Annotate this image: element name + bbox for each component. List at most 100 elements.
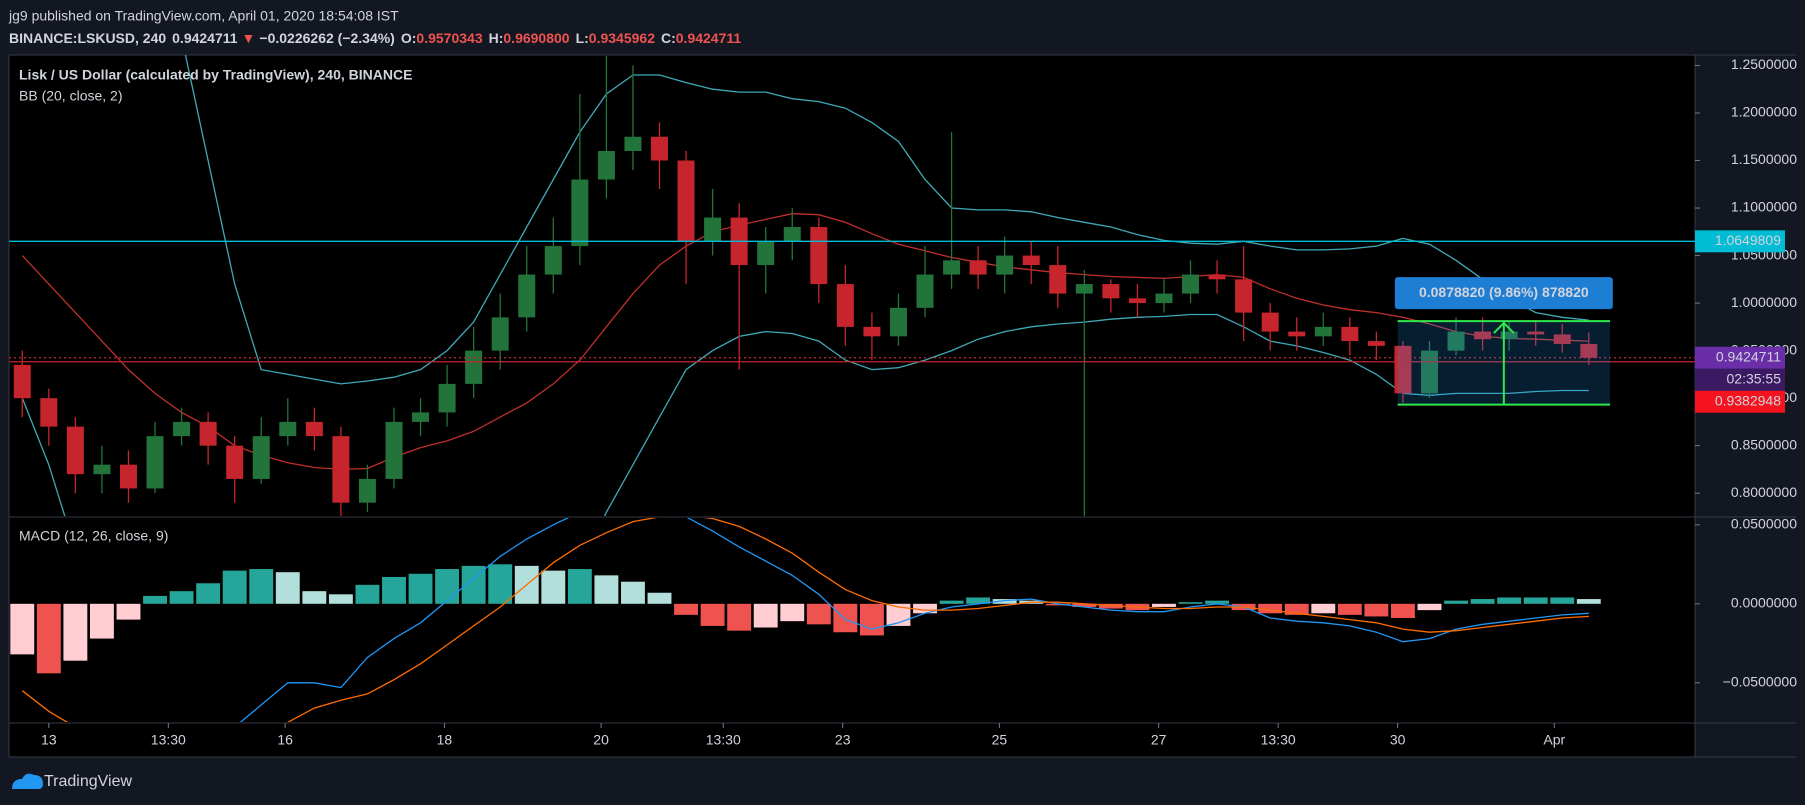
signal-line: [21, 518, 1589, 722]
candle-body: [1580, 343, 1598, 358]
countdown: 02:35:55: [1727, 370, 1782, 386]
candle-body: [863, 326, 881, 337]
countdown-tag: [1695, 368, 1785, 391]
candle-body: [1049, 265, 1067, 294]
macd-hist-bar: [992, 599, 1017, 604]
candle-body: [1474, 331, 1492, 340]
candle-body: [173, 421, 191, 437]
y-tick-label: 1.2000000: [1731, 104, 1797, 120]
candle-body: [651, 136, 669, 161]
x-tick-label: 25: [992, 732, 1008, 748]
candle-body: [66, 426, 84, 475]
last-price: 0.9424711: [172, 30, 238, 46]
candle-body: [1102, 284, 1120, 299]
macd-hist-bar: [1284, 603, 1309, 615]
macd-hist-bar: [780, 603, 805, 622]
candle-body: [783, 227, 801, 242]
price-tag-label: 0.9382948: [1715, 392, 1781, 408]
macd-hist-bar: [647, 592, 672, 604]
macd-hist-bar: [833, 603, 858, 633]
footer-brand: TradingView: [44, 773, 132, 790]
candle-body: [1022, 255, 1040, 266]
macd-hist-bar: [1337, 603, 1362, 615]
macd-hist-bar: [275, 572, 300, 604]
macd-hist-bar: [1444, 600, 1468, 604]
macd-hist-bar: [939, 600, 964, 604]
logo-cloud: [12, 773, 43, 789]
candle-body: [40, 398, 58, 427]
macd-hist-bar: [1045, 603, 1070, 606]
y-tick-label: −0.0500000: [1723, 674, 1798, 690]
macd-line: [239, 518, 1589, 722]
ohlc-value: 0.9570343: [416, 30, 482, 46]
candle-body: [358, 478, 376, 503]
bb-basis: [21, 213, 1589, 471]
candle-body: [119, 464, 137, 489]
candle-body: [465, 350, 483, 384]
macd-hist-bar: [1550, 597, 1575, 604]
candle-body: [146, 436, 164, 489]
macd-hist-bar: [727, 603, 752, 631]
ohlc-key: H:: [489, 30, 504, 46]
macd-hist-bar: [382, 576, 406, 604]
measure-arrowhead: [1493, 321, 1515, 334]
candle-body: [996, 255, 1014, 275]
candle-body: [1155, 293, 1173, 304]
candle-body: [916, 274, 934, 308]
macd-hist-bar: [302, 591, 327, 604]
candle-body: [1075, 284, 1093, 294]
candle-body: [252, 436, 270, 479]
footer-logo: [12, 773, 43, 789]
candle-body: [571, 179, 589, 247]
macd-hist-bar: [1364, 603, 1389, 617]
measure-label-box: [1394, 277, 1613, 310]
candle-body: [93, 464, 111, 475]
symbol: BINANCE:LSKUSD, 240: [9, 30, 166, 46]
candle-body: [1208, 274, 1226, 280]
candle-body: [518, 274, 536, 318]
macd-hist-bar: [1576, 599, 1601, 604]
macd-hist-bar: [966, 597, 991, 604]
chart-title: Lisk / US Dollar (calculated by TradingV…: [19, 67, 412, 83]
candle-body: [1261, 312, 1279, 332]
macd-hist-bar: [408, 573, 433, 604]
macd-hist-bar: [859, 603, 884, 636]
macd-hist-bar: [1311, 603, 1336, 614]
macd-hist-bar: [1523, 597, 1548, 604]
candle-body: [624, 136, 642, 152]
plot-area: [9, 55, 1695, 757]
symbol-line: BINANCE:LSKUSD, 240 0.9424711 ▼ −0.0226262 …: [9, 30, 741, 46]
macd-hist-bar: [36, 603, 61, 674]
ohlc-key: O:: [401, 30, 417, 46]
macd-hist-bar: [753, 603, 778, 628]
candle-body: [1527, 331, 1545, 335]
x-tick-label: 23: [835, 732, 851, 748]
y-tick-label: 1.1500000: [1731, 151, 1797, 167]
x-tick-label: Apr: [1543, 732, 1565, 748]
candle-body: [332, 436, 350, 503]
x-tick-label: 13:30: [151, 732, 186, 748]
x-tick-label: 18: [437, 732, 453, 748]
candle-body: [305, 421, 323, 437]
candle-body: [1553, 334, 1571, 344]
candle-body: [1500, 331, 1518, 340]
y-tick-label: 1.2500000: [1731, 56, 1797, 72]
macd-hist-bar: [143, 595, 167, 604]
change-arrow: ▼: [242, 30, 256, 46]
price-tag: [1695, 346, 1785, 369]
macd-hist-bar: [222, 570, 247, 604]
macd-hist-bar: [621, 581, 645, 604]
candle-body: [1182, 274, 1200, 294]
x-tick-label: 13:30: [706, 732, 741, 748]
change: −0.0226262 (−2.34%): [259, 30, 394, 46]
x-tick-label: 30: [1390, 732, 1406, 748]
x-tick-label: 16: [277, 732, 293, 748]
candle-body: [279, 421, 297, 437]
candle-body: [13, 364, 31, 399]
macd-hist-bar: [89, 603, 114, 639]
macd-hist-bar: [249, 569, 274, 604]
macd-hist-bar: [1072, 603, 1097, 607]
macd-hist-bar: [461, 565, 486, 604]
measure-label: 0.0878820 (9.86%) 878820: [1419, 284, 1589, 300]
